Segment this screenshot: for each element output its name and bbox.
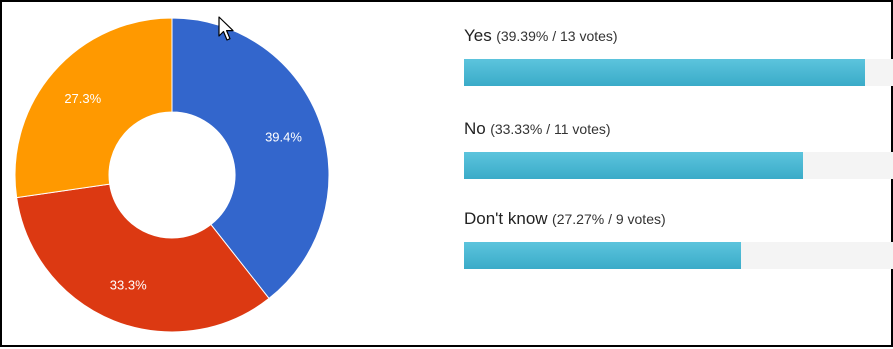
slice-dont-know bbox=[14, 17, 173, 199]
slice-yes bbox=[171, 17, 330, 300]
mouse-pointer-icon bbox=[218, 16, 234, 41]
answer-stats: (27.27% / 9 votes) bbox=[552, 211, 666, 227]
result-bar-fill bbox=[464, 242, 742, 269]
slice-label: 39.4% bbox=[265, 129, 302, 144]
answer-stats: (33.33% / 11 votes) bbox=[490, 121, 611, 137]
result-bar-fill bbox=[464, 152, 804, 179]
answer-text: Yes bbox=[464, 26, 492, 45]
slice-label: 27.3% bbox=[64, 91, 101, 106]
result-bar-track bbox=[464, 59, 893, 86]
result-bar-fill bbox=[464, 59, 865, 86]
donut-chart: 39.4% 33.3% 27.3% bbox=[14, 17, 330, 333]
slice-no bbox=[16, 183, 270, 333]
result-label: Yes (39.39% / 13 votes) bbox=[464, 26, 618, 46]
slice-label: 33.3% bbox=[110, 278, 147, 293]
result-bar-track bbox=[464, 242, 893, 269]
answer-stats: (39.39% / 13 votes) bbox=[496, 28, 618, 44]
result-label: Don't know (27.27% / 9 votes) bbox=[464, 209, 666, 229]
answer-text: Don't know bbox=[464, 209, 548, 228]
result-bar-track bbox=[464, 152, 893, 179]
answer-text: No bbox=[464, 119, 486, 138]
result-label: No (33.33% / 11 votes) bbox=[464, 119, 611, 139]
